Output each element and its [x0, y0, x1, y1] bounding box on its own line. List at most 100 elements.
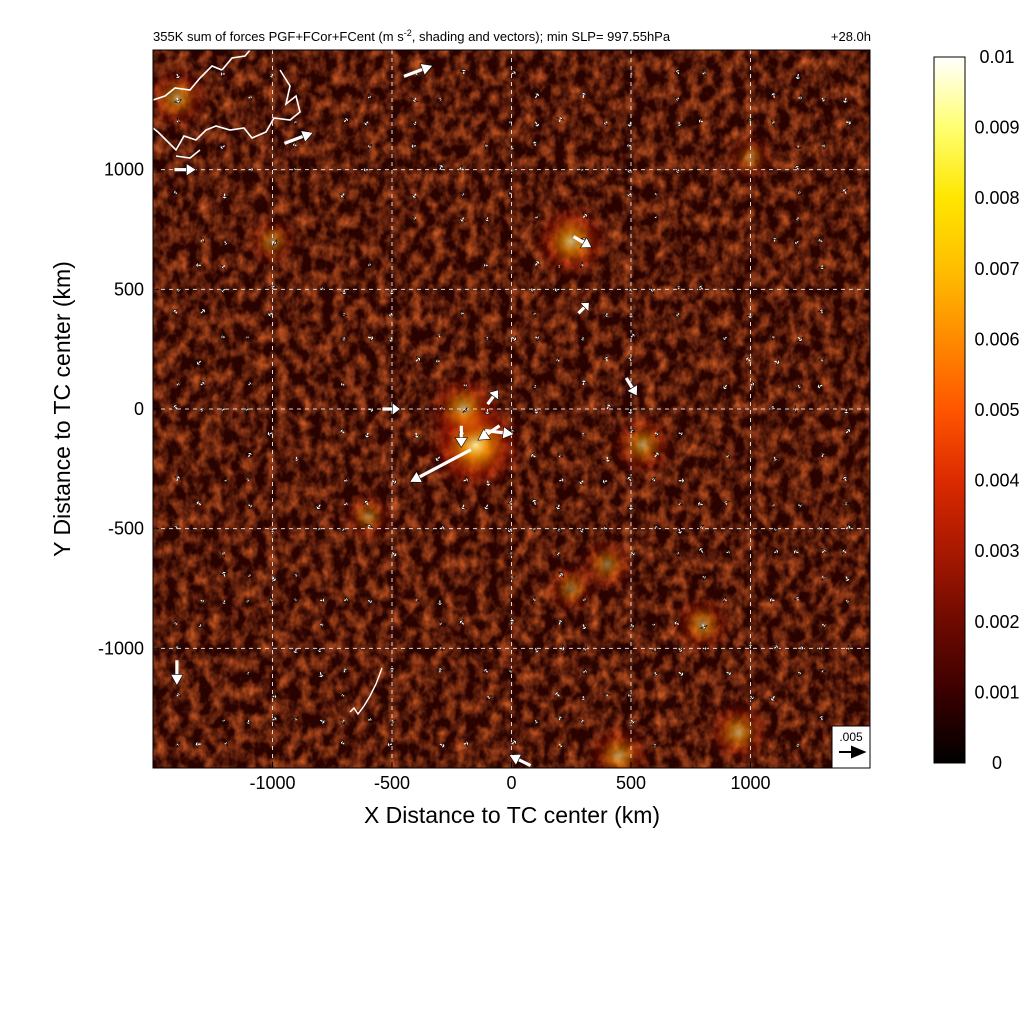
small-vector: [508, 189, 511, 197]
small-vector-shaft: [534, 121, 538, 125]
small-vector: [555, 551, 562, 557]
small-vector: [560, 475, 565, 485]
small-vector-shaft: [821, 310, 823, 314]
small-vector-shaft: [819, 384, 823, 387]
reference-vector-key: .005: [831, 725, 871, 769]
small-vector-shaft: [582, 647, 586, 650]
small-vector-shaft: [414, 97, 417, 101]
large-vector-shaft: [624, 377, 634, 389]
small-vector: [583, 645, 588, 653]
small-vector: [629, 332, 636, 339]
small-vector: [630, 549, 636, 558]
small-vector-shaft: [844, 478, 847, 482]
small-vector: [387, 291, 397, 296]
small-vector-shaft: [439, 407, 442, 410]
small-vector: [557, 571, 565, 579]
small-vector: [367, 93, 372, 101]
small-vector: [291, 649, 300, 654]
small-vector: [220, 195, 229, 200]
x-axis-ticks: -1000 -500 0 500 1000: [249, 762, 771, 793]
small-vector: [410, 193, 419, 199]
small-vector: [697, 499, 702, 509]
large-vector: [409, 470, 423, 483]
intensity-hotspot: [704, 698, 773, 767]
large-vector-field: [170, 63, 638, 768]
small-vector: [483, 482, 493, 487]
large-vector: [501, 426, 515, 440]
small-vector-shaft: [391, 480, 395, 483]
large-vector: [186, 162, 197, 177]
large-vector: [579, 302, 590, 313]
small-vector: [531, 596, 537, 603]
small-vector: [483, 218, 491, 222]
small-vector: [482, 667, 490, 674]
small-vector: [175, 692, 182, 698]
small-vector: [532, 525, 536, 533]
small-vector: [626, 356, 635, 361]
small-vector: [822, 622, 827, 629]
large-vector: [477, 428, 492, 441]
small-vector-shaft: [367, 145, 370, 148]
small-vector-shaft: [341, 430, 345, 434]
small-vector: [531, 311, 537, 318]
small-vector-shaft: [700, 549, 704, 553]
small-vector: [578, 478, 585, 486]
small-vector: [339, 291, 349, 296]
small-vector: [603, 693, 611, 696]
small-vector: [699, 625, 708, 630]
small-vector: [483, 337, 491, 341]
small-vector: [722, 500, 730, 505]
time-label: +28.0h: [831, 29, 871, 44]
small-vector: [722, 596, 727, 604]
y-axis-ticks: -1000 -500 0 500 1000: [98, 160, 159, 658]
small-vector-shaft: [366, 502, 369, 506]
small-vector: [369, 333, 374, 343]
colorbar-tick-label: 0.009: [974, 118, 1019, 138]
small-vector-shaft: [558, 118, 561, 122]
small-vector-shaft: [222, 408, 225, 411]
small-vector: [533, 92, 541, 98]
small-vector: [315, 648, 325, 653]
small-vector: [745, 643, 756, 647]
small-vector: [507, 146, 517, 151]
small-vector-shaft: [796, 598, 799, 601]
large-vector-shaft: [485, 428, 504, 435]
small-vector-shaft: [439, 166, 442, 170]
small-vector-shaft: [342, 719, 345, 722]
small-vector: [626, 191, 633, 199]
small-vector: [674, 169, 681, 174]
small-vector: [530, 498, 539, 504]
small-vector-shaft: [629, 358, 632, 362]
small-vector: [273, 692, 277, 701]
small-vector: [340, 380, 344, 388]
small-vector: [317, 525, 321, 533]
small-vector: [483, 411, 492, 416]
small-vector: [603, 314, 611, 318]
small-vector-shaft: [510, 621, 513, 625]
small-vector: [220, 601, 228, 605]
small-vector-shaft: [677, 169, 680, 172]
small-vector: [793, 547, 798, 557]
small-vector: [770, 119, 775, 126]
small-vector-shaft: [367, 719, 371, 721]
colorbar-tick-label: 0.005: [974, 400, 1019, 420]
colorbar-tick-label: 0.002: [974, 612, 1019, 632]
y-tick-label: -500: [108, 519, 144, 539]
small-vector: [533, 122, 541, 128]
large-vector: [454, 437, 469, 448]
small-vector: [704, 645, 707, 653]
small-vector: [465, 739, 469, 748]
small-vector: [196, 624, 204, 628]
small-vector: [556, 116, 565, 121]
colorbar-tick-label: 0: [992, 753, 1002, 773]
small-vector: [434, 455, 441, 462]
small-vector: [412, 215, 417, 222]
small-vector-shaft: [654, 432, 658, 435]
small-vector-shaft: [821, 97, 824, 101]
small-vector-shaft: [343, 669, 346, 673]
small-vector-shaft: [391, 552, 395, 555]
small-vector: [511, 334, 517, 343]
small-vector-shaft: [198, 360, 202, 364]
small-vector-shaft: [248, 96, 251, 99]
small-vector-shaft: [534, 95, 538, 99]
